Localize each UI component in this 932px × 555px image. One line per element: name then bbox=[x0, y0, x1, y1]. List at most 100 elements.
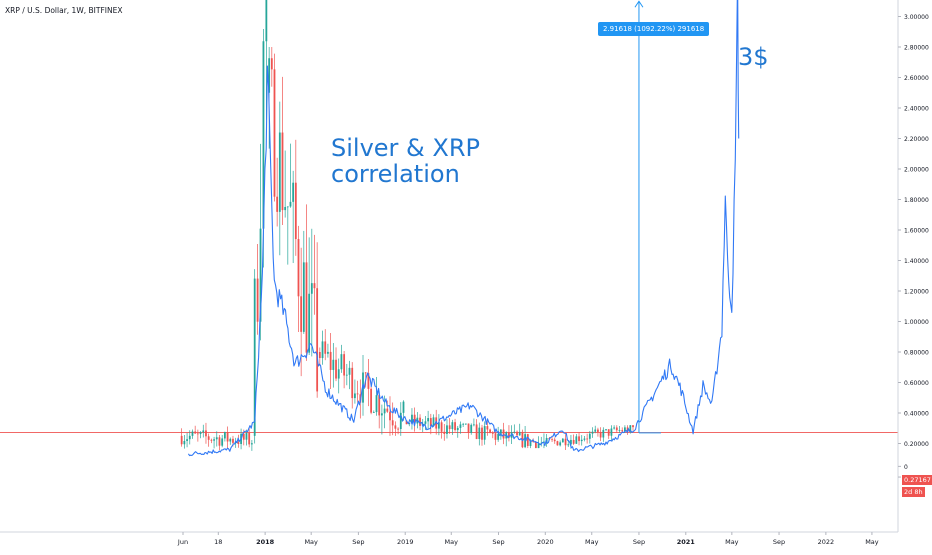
x-tick-label: Jun bbox=[177, 538, 188, 546]
candle-body bbox=[394, 425, 397, 429]
annotation-line-2: correlation bbox=[331, 159, 460, 188]
y-tick-label: 2.00000 bbox=[904, 167, 929, 174]
candle-body bbox=[262, 41, 265, 229]
correlation-annotation: Silver & XRP correlation bbox=[331, 134, 480, 188]
candle-body bbox=[594, 429, 597, 432]
candle-body bbox=[419, 417, 421, 426]
candle-body bbox=[218, 437, 221, 446]
candle-body bbox=[351, 367, 354, 399]
candle-body bbox=[454, 422, 456, 431]
candle-body bbox=[605, 429, 607, 431]
candle-body bbox=[429, 418, 432, 427]
y-tick-label: 1.60000 bbox=[904, 228, 929, 235]
candle-body bbox=[302, 262, 305, 332]
candle-body bbox=[499, 429, 502, 434]
candle-body bbox=[610, 428, 613, 436]
candle-body bbox=[578, 436, 580, 442]
candle-body bbox=[521, 431, 524, 448]
price-tag: 0.27167 bbox=[902, 475, 932, 485]
candle-body bbox=[313, 283, 316, 289]
candle-body bbox=[242, 433, 245, 440]
candle-body bbox=[226, 432, 229, 442]
annotation-line-1: Silver & XRP bbox=[331, 134, 480, 162]
x-tick-label: 2021 bbox=[677, 538, 696, 546]
y-tick-label: 2.60000 bbox=[904, 75, 929, 82]
x-tick-label: May bbox=[445, 538, 459, 546]
candle-body bbox=[335, 359, 337, 379]
candle-body bbox=[486, 426, 489, 430]
candle-body bbox=[202, 430, 205, 433]
candle-body bbox=[205, 430, 207, 437]
candle-body bbox=[588, 433, 591, 439]
candle-body bbox=[289, 201, 292, 207]
candle-body bbox=[321, 341, 324, 359]
y-tick-label: 2.40000 bbox=[904, 106, 929, 113]
candle-body bbox=[597, 429, 599, 432]
candle-body bbox=[294, 182, 297, 240]
candle-body bbox=[446, 425, 448, 434]
candle-body bbox=[245, 432, 248, 440]
candle-body bbox=[343, 354, 346, 376]
candle-body bbox=[253, 278, 256, 436]
candle-body bbox=[572, 439, 575, 444]
candle-body bbox=[370, 388, 373, 413]
candle-body bbox=[378, 395, 381, 416]
candle-body bbox=[451, 422, 454, 430]
candle-body bbox=[232, 438, 234, 443]
candle-body bbox=[567, 444, 570, 446]
candle-body bbox=[305, 262, 308, 353]
candle-body bbox=[561, 438, 564, 443]
candle-body bbox=[281, 132, 284, 211]
candle-body bbox=[502, 429, 505, 439]
candle-body bbox=[526, 434, 529, 446]
candle-body bbox=[213, 439, 215, 441]
candle-body bbox=[183, 440, 186, 445]
x-tick-label: 2020 bbox=[537, 538, 554, 546]
candle-body bbox=[475, 424, 478, 440]
y-tick-label: 1.40000 bbox=[904, 258, 929, 265]
candle-body bbox=[191, 431, 194, 436]
candle-body bbox=[483, 426, 486, 440]
x-tick-label: May bbox=[304, 538, 318, 546]
candle-body bbox=[586, 438, 589, 440]
candle-body bbox=[473, 424, 475, 426]
xrp-line-series bbox=[187, 0, 740, 457]
candle-body bbox=[402, 401, 405, 413]
candle-body bbox=[470, 424, 473, 433]
candle-body bbox=[624, 427, 626, 432]
candle-body bbox=[391, 420, 394, 426]
candle-body bbox=[570, 439, 572, 445]
candle-body bbox=[310, 283, 313, 294]
candle-body bbox=[491, 433, 494, 434]
candle-body bbox=[448, 425, 451, 430]
candle-body bbox=[408, 422, 411, 425]
candle-body bbox=[516, 431, 518, 436]
candle-body bbox=[292, 182, 295, 202]
symbol-title: XRP / U.S. Dollar, 1W, BITFINEX bbox=[5, 6, 123, 15]
candle-body bbox=[607, 429, 610, 436]
candle-body bbox=[518, 431, 521, 436]
candle-body bbox=[559, 442, 562, 446]
candle-body bbox=[273, 69, 276, 197]
candle-body bbox=[367, 372, 370, 389]
candle-body bbox=[556, 441, 559, 446]
y-tick-label: 0 bbox=[904, 464, 908, 471]
candle-body bbox=[432, 417, 435, 427]
candle-body bbox=[180, 435, 183, 445]
x-tick-label: May bbox=[725, 538, 739, 546]
y-tick-label: 0.80000 bbox=[904, 350, 929, 357]
candle-body bbox=[186, 439, 188, 441]
y-tick-label: 0.60000 bbox=[904, 380, 929, 387]
y-tick-label: 1.20000 bbox=[904, 289, 929, 296]
candle-body bbox=[456, 427, 459, 431]
candle-body bbox=[372, 412, 375, 413]
candle-body bbox=[229, 438, 232, 442]
candle-body bbox=[345, 374, 348, 376]
candle-body bbox=[194, 431, 197, 434]
candle-body bbox=[354, 393, 356, 399]
candle-body bbox=[348, 367, 351, 375]
x-tick-label: Sep bbox=[492, 538, 504, 546]
candle-body bbox=[327, 351, 329, 354]
